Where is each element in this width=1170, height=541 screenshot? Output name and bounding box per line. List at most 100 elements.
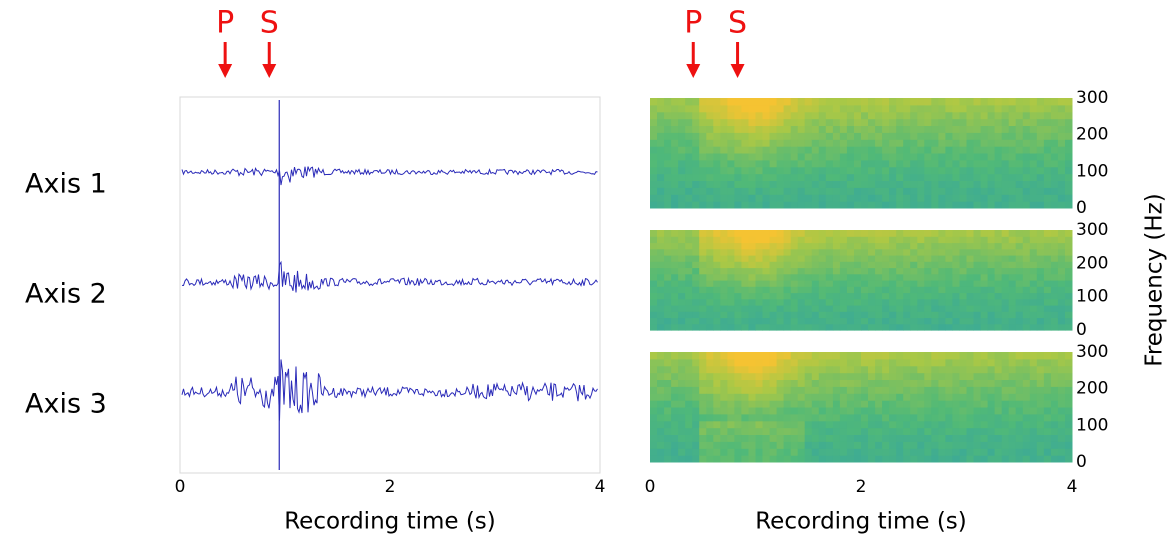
- spectrogram-cell: [769, 413, 778, 422]
- spectrogram-cell: [1043, 298, 1052, 306]
- spectrogram-cell: [1065, 159, 1073, 168]
- spectrogram-cell: [854, 104, 862, 113]
- spectrogram-cell: [650, 146, 658, 154]
- spectrogram-cell: [650, 242, 658, 250]
- spectrogram-cell: [825, 448, 834, 456]
- spectrogram-cell: [657, 427, 665, 435]
- spectrogram-cell: [671, 323, 679, 331]
- spectrogram-cell: [1022, 372, 1031, 380]
- spectrogram-cell: [755, 236, 763, 244]
- spectrogram-cell: [952, 255, 960, 262]
- spectrogram-cell: [734, 236, 742, 244]
- spectrogram-cell: [720, 201, 728, 209]
- spectrogram-cell: [685, 261, 693, 269]
- spectrogram-cell: [889, 261, 897, 269]
- spectrogram-cell: [910, 273, 918, 281]
- spectrogram-cell: [734, 111, 742, 120]
- spectrogram-cell: [1022, 166, 1031, 175]
- spectrogram-cell: [1036, 139, 1045, 147]
- spectrogram-cell: [783, 386, 792, 394]
- spectrogram-cell: [889, 386, 897, 394]
- spectrogram-cell: [910, 311, 918, 319]
- spectrogram-cell: [811, 104, 820, 113]
- spectrogram-cell: [1029, 413, 1038, 422]
- spectrogram-cell: [748, 393, 756, 401]
- spectrogram-cell: [790, 261, 799, 269]
- spectrogram-cell: [650, 255, 658, 262]
- spectrogram-cell: [839, 455, 848, 463]
- spectrogram-cell: [783, 305, 792, 312]
- spectrogram-cell: [1001, 427, 1010, 435]
- spectrogram-cell: [896, 146, 904, 154]
- spectrogram-cell: [1036, 386, 1045, 394]
- spectrogram-cell: [966, 292, 974, 300]
- spectrogram-cell: [832, 393, 841, 401]
- spectrogram-cell: [889, 180, 897, 188]
- spectrogram-cell: [825, 236, 834, 244]
- spectrogram-cell: [671, 365, 679, 374]
- spectrogram-cell: [727, 125, 735, 133]
- spectrogram-cell: [973, 125, 981, 133]
- spectrogram-cell: [713, 267, 721, 275]
- spectrogram-cell: [727, 273, 735, 281]
- spectrogram-cell: [832, 286, 841, 294]
- spectrogram-cell: [846, 201, 855, 209]
- spectrogram-cell: [994, 201, 1003, 209]
- spectrogram-cell: [903, 261, 911, 269]
- spectrogram-cell: [776, 236, 785, 244]
- spectrogram-cell: [776, 146, 785, 154]
- spectrogram-cell: [910, 420, 918, 429]
- spectrogram-cell: [790, 194, 799, 202]
- spectrogram-cell: [797, 255, 806, 262]
- spectrogram-cell: [861, 400, 869, 408]
- spectrogram-cell: [1065, 98, 1073, 106]
- spectrogram-cell: [889, 400, 897, 408]
- spectrogram-cell: [699, 420, 707, 429]
- spectrogram-cell: [797, 413, 806, 422]
- spectrogram-cell: [692, 434, 700, 442]
- spectrogram-cell: [1065, 166, 1073, 175]
- spectrogram-cell: [720, 352, 728, 360]
- waveform-trace: [181, 260, 598, 293]
- spectrogram-cell: [692, 352, 700, 360]
- spectrogram-cell: [896, 372, 904, 380]
- spectrogram-cell: [973, 146, 981, 154]
- spectrogram-cell: [1022, 427, 1031, 435]
- spectrogram-cell: [966, 166, 974, 175]
- spectrogram-cell: [1036, 413, 1045, 422]
- spectrogram-cell: [931, 420, 939, 429]
- spectrogram-cell: [846, 286, 855, 294]
- spectrogram-cell: [1065, 441, 1073, 449]
- spectrogram-cell: [783, 379, 792, 387]
- spectrogram-cell: [966, 194, 974, 202]
- spectrogram-cell: [657, 125, 665, 133]
- spectrogram-cell: [734, 132, 742, 140]
- spectrogram-cell: [650, 365, 658, 374]
- spectrogram-cell: [882, 365, 890, 374]
- spectrogram-cell: [945, 139, 953, 147]
- spectrogram-cell: [987, 267, 996, 275]
- spectrogram-cell: [987, 393, 996, 401]
- spectrogram-cell: [854, 352, 862, 360]
- spectrogram-cell: [699, 255, 707, 262]
- spectrogram-cell: [952, 111, 960, 120]
- spectrogram-cell: [896, 236, 904, 244]
- spectrogram-cell: [959, 286, 967, 294]
- spectrogram-cell: [692, 365, 700, 374]
- spectrogram-cell: [727, 407, 735, 415]
- spectrogram-cell: [868, 173, 876, 181]
- spectrogram-cell: [713, 286, 721, 294]
- spectrogram-cell: [861, 372, 869, 380]
- spectrogram-cell: [790, 248, 799, 256]
- spectrogram-cell: [1001, 230, 1010, 237]
- spectrogram-cell: [825, 434, 834, 442]
- spectrogram-cell: [699, 292, 707, 300]
- spectrogram-cell: [1050, 261, 1059, 269]
- spectrogram-cell: [889, 298, 897, 306]
- spectrogram-cell: [706, 372, 714, 380]
- spectrogram-cell: [1036, 118, 1045, 126]
- spectrogram-cell: [797, 201, 806, 209]
- spectrogram-cell: [727, 427, 735, 435]
- spectrogram-cell: [825, 292, 834, 300]
- spectrogram-cell: [896, 248, 904, 256]
